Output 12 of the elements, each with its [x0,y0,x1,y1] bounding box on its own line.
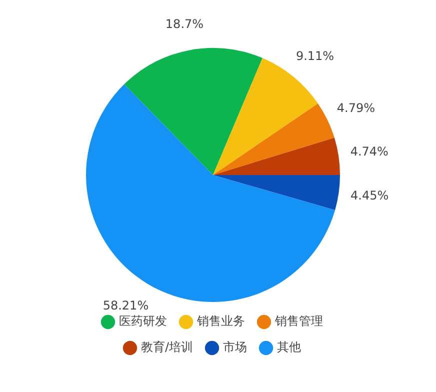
legend-label: 市场 [223,340,248,354]
legend-label: 教育/培训 [140,340,194,354]
legend-label: 销售管理 [274,314,323,328]
data-label: 4.45% [350,188,389,203]
legend-label: 其他 [277,340,302,354]
data-label: 4.79% [336,100,376,115]
legend-label: 销售业务 [196,314,245,328]
data-label: 18.7% [165,16,204,31]
data-label: 9.11% [296,48,334,63]
data-label: 58.21% [102,298,149,313]
data-label: 4.74% [350,144,388,158]
legend-label: 医药研发 [119,314,167,328]
